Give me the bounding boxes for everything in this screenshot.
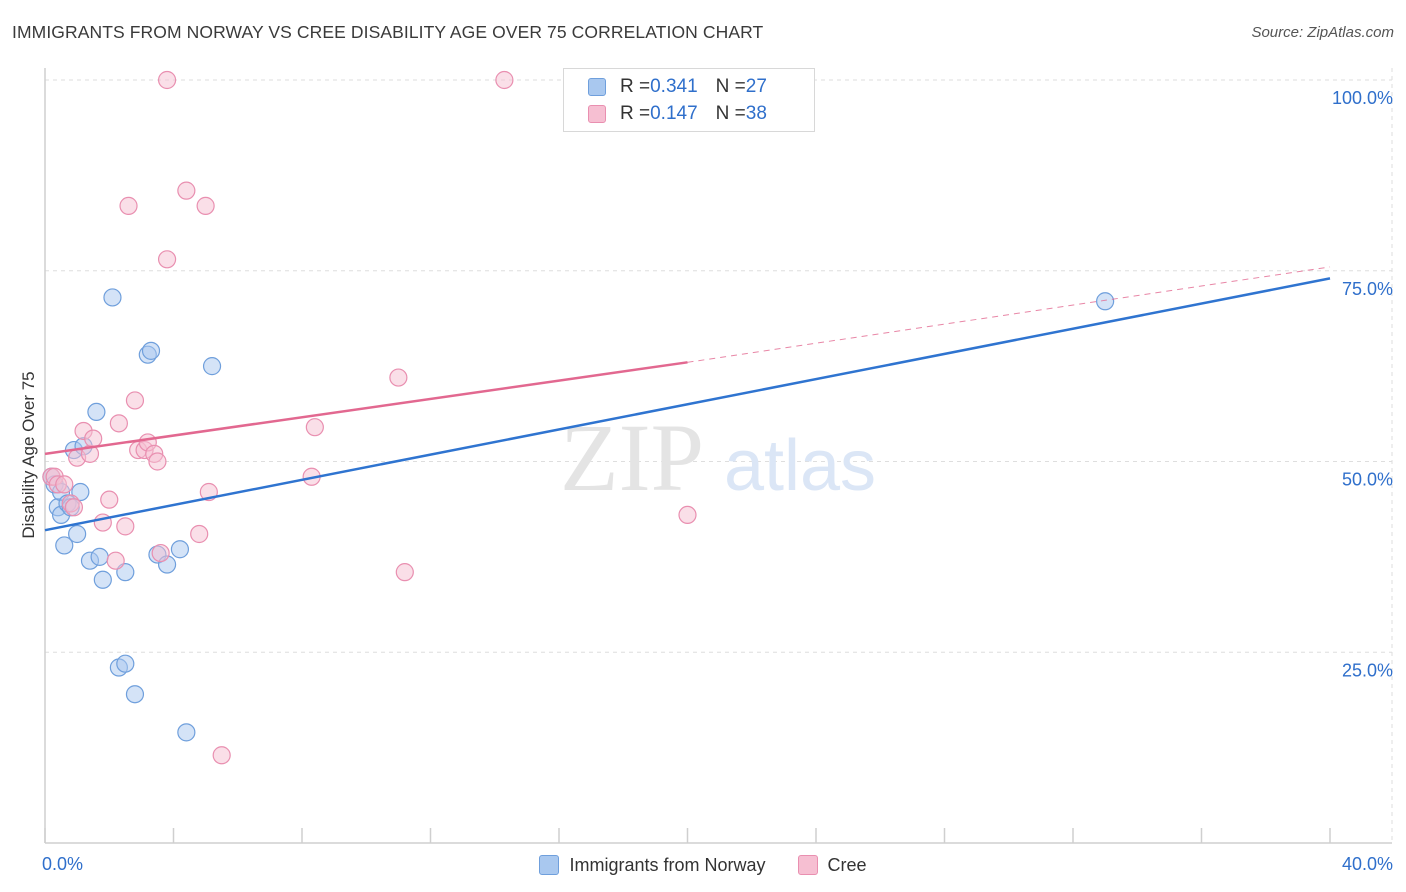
tick-labels: 25.0% 50.0% 75.0% 100.0% 0.0% 40.0% (42, 88, 1393, 874)
cree-point (177, 181, 196, 200)
cree-point (151, 543, 170, 563)
legend-norway-swatch (539, 855, 560, 875)
y-tick-label: 100.0% (1332, 88, 1393, 108)
cree-point (100, 490, 119, 509)
cree-point (305, 418, 324, 437)
cree-trendline (44, 361, 688, 456)
legend-norway-label: Immigrants from Norway (569, 854, 766, 875)
cree-point (116, 517, 135, 536)
cree-trendline-extension (687, 266, 1331, 363)
legend-item-cree: Cree (797, 854, 867, 876)
norway-point (68, 524, 87, 544)
y-tick-label: 25.0% (1342, 660, 1393, 680)
norway-point (202, 357, 222, 376)
norway-point (1096, 292, 1115, 311)
watermark-zip: ZIP (560, 404, 704, 511)
norway-point (177, 723, 196, 742)
cree-point (157, 70, 177, 90)
y-tick-label: 75.0% (1342, 279, 1393, 299)
norway-trendline (44, 277, 1331, 532)
watermark: ZIP atlas (560, 404, 876, 511)
chart-title: IMMIGRANTS FROM NORWAY VS CREE DISABILIT… (12, 22, 764, 42)
norway-point (103, 288, 122, 307)
cree-point (678, 505, 697, 525)
cree-swatch (588, 105, 606, 123)
cree-point (157, 250, 177, 269)
legend-cree-swatch (797, 855, 818, 875)
cree-r-value: 0.147 (650, 103, 698, 124)
cree-point (125, 391, 145, 410)
series-legend: Immigrants from Norway Cree (0, 852, 1406, 878)
cree-n-value: 38 (745, 103, 767, 124)
y-axis-label: Disability Age Over 75 (19, 371, 38, 538)
norway-point (90, 547, 109, 566)
cree-point (196, 196, 215, 215)
cree-point (395, 563, 414, 582)
gridlines (45, 68, 1393, 843)
cree-point (190, 524, 209, 544)
norway-n-label: N = (715, 76, 746, 97)
correlation-legend: R = 0.341 N = 27 R = 0.147 N = 38 (563, 68, 815, 132)
watermark-atlas: atlas (724, 426, 876, 506)
norway-r-value: 0.341 (650, 76, 698, 97)
norway-point (87, 402, 106, 422)
legend-row-cree: R = 0.147 N = 38 (588, 101, 767, 127)
norway-point (125, 685, 145, 704)
data-points (42, 70, 1115, 765)
norway-swatch (588, 78, 606, 96)
norway-point (55, 536, 74, 555)
source-credit: Source: ZipAtlas.com (1251, 24, 1394, 41)
axes (44, 68, 1392, 844)
norway-point (93, 570, 112, 589)
legend-row-norway: R = 0.341 N = 27 (588, 74, 767, 100)
cree-point (148, 452, 167, 471)
legend-item-norway: Immigrants from Norway (539, 854, 766, 876)
norway-r-label: R = (620, 76, 651, 97)
norway-n-value: 27 (745, 76, 767, 97)
cree-point (389, 368, 408, 387)
trendlines (44, 266, 1331, 532)
cree-point (109, 414, 128, 433)
cree-point (212, 746, 231, 765)
y-tick-label: 50.0% (1342, 470, 1393, 490)
cree-point (106, 551, 125, 570)
norway-point (170, 540, 190, 559)
cree-point (495, 70, 514, 90)
norway-point (141, 341, 161, 360)
cree-point (64, 498, 84, 517)
norway-point (116, 654, 135, 673)
cree-point (84, 429, 103, 448)
cree-point (119, 196, 138, 215)
cree-point (55, 475, 74, 494)
cree-r-label: R = (620, 103, 651, 124)
legend-cree-label: Cree (827, 854, 867, 875)
x-tick-label-max: 40.0% (1342, 854, 1393, 874)
x-tick-label-min: 0.0% (42, 854, 83, 874)
cree-n-label: N = (715, 103, 746, 124)
